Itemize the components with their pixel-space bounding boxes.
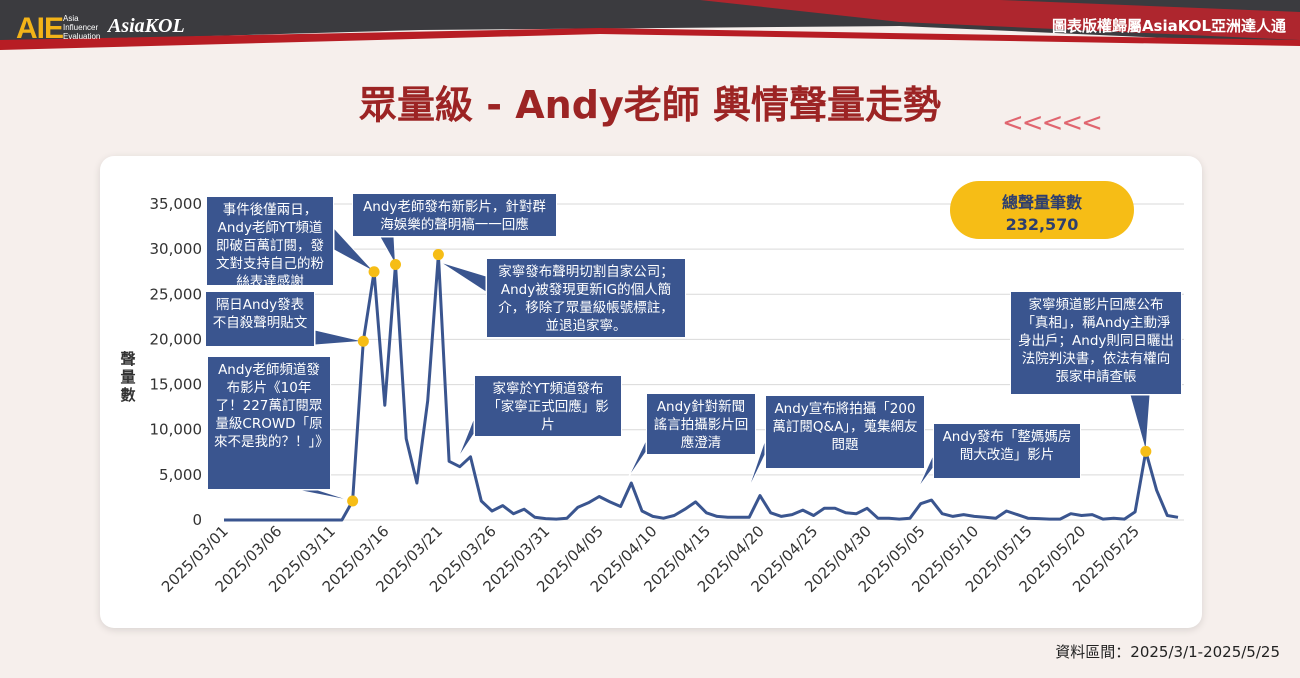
data-point-marker xyxy=(390,258,402,270)
annotation-box: Andy發布「整媽媽房間大改造」影片 xyxy=(933,423,1081,479)
page-title: 眾量級 - Andy老師 輿情聲量走勢 xyxy=(359,83,941,127)
data-point-marker xyxy=(432,249,444,261)
annotation-box: Andy針對新聞謠言拍攝影片回應澄清 xyxy=(646,393,756,455)
decorative-arrows: <<<<< xyxy=(1002,108,1103,138)
annotation-pointer xyxy=(314,329,364,346)
annotation-box: Andy宣布將拍攝「200萬訂閱Q&A」，蒐集網友問題 xyxy=(765,395,925,469)
y-tick-label: 20,000 xyxy=(150,330,203,348)
annotation-pointer xyxy=(457,417,475,459)
y-tick-label: 10,000 xyxy=(150,421,203,439)
y-tick-label: 5,000 xyxy=(159,466,202,484)
annotation-box: 隔日Andy發表不自殺聲明貼文 xyxy=(205,291,315,347)
logo-sub-line: Influencer xyxy=(63,23,99,32)
data-point-marker xyxy=(357,335,369,347)
total-volume-value: 232,570 xyxy=(1005,215,1079,234)
y-tick-label: 15,000 xyxy=(150,376,203,394)
header-background xyxy=(0,0,1300,58)
total-volume-badge: 總聲量筆數 232,570 xyxy=(950,181,1134,239)
y-tick-label: 35,000 xyxy=(150,195,203,213)
aie-logo: AIE xyxy=(16,12,64,45)
annotation-pointer xyxy=(627,439,647,479)
y-tick-label: 30,000 xyxy=(150,240,203,258)
annotation-pointer xyxy=(333,226,375,273)
total-volume-label: 總聲量筆數 xyxy=(1001,193,1082,212)
header-bar: AIE Asia Influencer Evaluation AsiaKOL 圖… xyxy=(0,0,1300,58)
data-range-note: 資料區間：2025/3/1-2025/5/25 xyxy=(1055,643,1280,661)
annotation-pointer xyxy=(1129,394,1151,452)
annotation-box: Andy老師頻道發布影片《10年了！227萬訂閱眾量級CROWD「原來不是我的？… xyxy=(207,356,331,490)
data-point-marker xyxy=(1140,445,1152,457)
annotation-box: 家寧於YT頻道發布「家寧正式回應」影片 xyxy=(474,375,622,437)
annotation-pointer xyxy=(439,261,487,293)
annotation-box: 家寧發布聲明切割自家公司；Andy被發現更新IG的個人簡介，移除了眾量級帳號標註… xyxy=(486,258,686,338)
annotation-box: 家寧頻道影片回應公布「真相」，稱Andy主動淨身出戶；Andy則同日曬出法院判決… xyxy=(1010,291,1182,395)
logo-sub-line: Evaluation xyxy=(63,32,101,41)
copyright-text: 圖表版權歸屬AsiaKOL亞洲達人通 xyxy=(1051,17,1286,35)
y-axis-label: 聲量數 xyxy=(120,350,136,404)
y-tick-label: 25,000 xyxy=(150,285,203,303)
logo-sub-line: Asia xyxy=(63,14,79,23)
aie-logo-subtitle: Asia Influencer Evaluation xyxy=(63,14,100,41)
data-point-marker xyxy=(368,266,380,278)
annotation-box: 事件後僅兩日，Andy老師YT頻道即破百萬訂閱，發文對支持自己的粉絲表達感謝 xyxy=(206,196,334,290)
annotation-pointer xyxy=(379,236,397,265)
asiakol-logo: AsiaKOL xyxy=(108,15,185,37)
data-point-marker xyxy=(347,495,359,507)
series-line xyxy=(224,253,1179,522)
y-tick-label: 0 xyxy=(192,511,202,529)
annotation-pointer xyxy=(296,489,353,502)
annotation-box: Andy老師發布新影片，針對群海娛樂的聲明稿一一回應 xyxy=(352,193,557,237)
